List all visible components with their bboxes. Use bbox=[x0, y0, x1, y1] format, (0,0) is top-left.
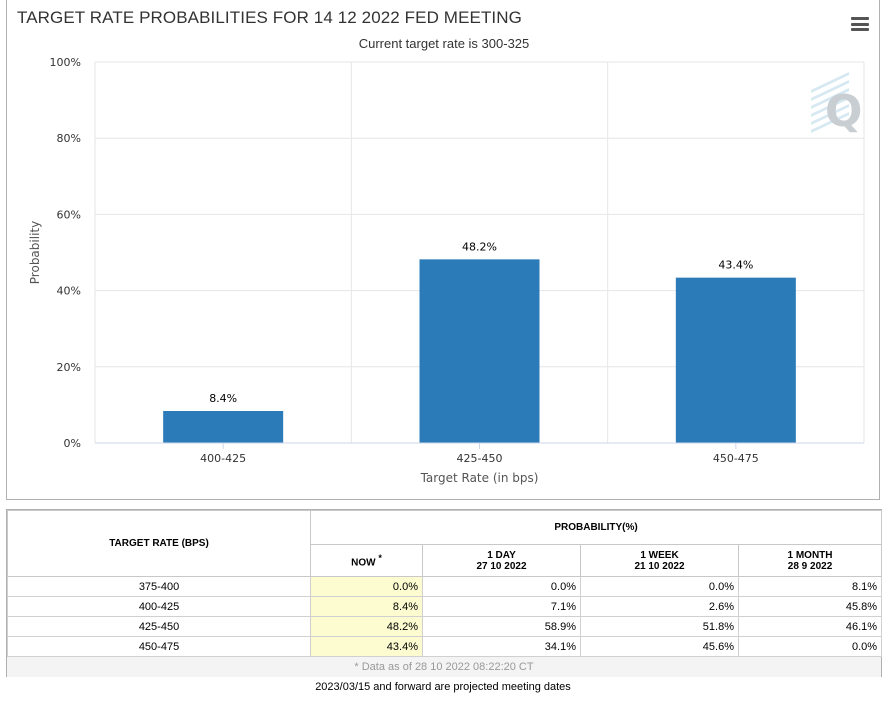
column-date: 28 9 2022 bbox=[787, 560, 833, 572]
value-cell: 0.0% bbox=[580, 576, 739, 597]
chart-subtitle: Current target rate is 300-325 bbox=[358, 36, 530, 51]
target-rate-header: TARGET RATE (BPS) bbox=[7, 510, 311, 577]
x-axis-title: Target Rate (in bps) bbox=[420, 471, 539, 485]
now-cell: 8.4% bbox=[310, 596, 423, 617]
probability-header: PROBABILITY(%) bbox=[309, 510, 883, 545]
y-tick-label: 60% bbox=[57, 208, 81, 221]
value-cell: 8.1% bbox=[737, 576, 883, 597]
column-header-1-month: 1 MONTH 28 9 2022 bbox=[737, 544, 883, 577]
column-header-now: NOW * bbox=[310, 544, 423, 577]
column-label: 1 DAY bbox=[487, 549, 516, 561]
column-label: 1 MONTH bbox=[787, 549, 833, 561]
value-cell: 45.6% bbox=[580, 636, 739, 657]
value-cell: 7.1% bbox=[422, 596, 581, 617]
rate-cell: 450-475 bbox=[7, 636, 311, 657]
column-date: 27 10 2022 bbox=[476, 560, 527, 572]
column-header-1-day: 1 DAY 27 10 2022 bbox=[422, 544, 581, 577]
data-timestamp-footnote: * Data as of 28 10 2022 08:22:20 CT bbox=[7, 657, 881, 677]
table-row: 375-400 0.0% 0.0% 0.0% 8.1% bbox=[7, 576, 883, 597]
projected-dates-note: 2023/03/15 and forward are projected mee… bbox=[315, 681, 571, 693]
value-cell: 0.0% bbox=[422, 576, 581, 597]
column-now-marker: * bbox=[378, 552, 382, 563]
hamburger-menu-icon[interactable] bbox=[851, 17, 869, 31]
column-now-label: NOW bbox=[351, 557, 376, 569]
bar bbox=[675, 277, 796, 443]
value-cell: 45.8% bbox=[737, 596, 883, 617]
column-header-1-week: 1 WEEK 21 10 2022 bbox=[580, 544, 739, 577]
table-row: 450-475 43.4% 34.1% 45.6% 0.0% bbox=[7, 636, 883, 657]
probability-table-panel: TARGET RATE (BPS) PROBABILITY(%) NOW * 1… bbox=[6, 509, 883, 677]
rate-cell: 375-400 bbox=[7, 576, 311, 597]
table-row: 425-450 48.2% 58.9% 51.8% 46.1% bbox=[7, 616, 883, 637]
value-cell: 58.9% bbox=[422, 616, 581, 637]
bar-data-label: 48.2% bbox=[462, 240, 497, 253]
q-logo-icon: Q bbox=[811, 72, 862, 137]
column-date: 21 10 2022 bbox=[634, 560, 685, 572]
value-cell: 46.1% bbox=[737, 616, 883, 637]
x-tick-label: 450-475 bbox=[713, 452, 759, 465]
y-tick-label: 0% bbox=[64, 437, 81, 450]
now-cell: 0.0% bbox=[310, 576, 423, 597]
y-tick-label: 40% bbox=[57, 285, 81, 298]
column-label: 1 WEEK bbox=[640, 549, 679, 561]
table-row: 400-425 8.4% 7.1% 2.6% 45.8% bbox=[7, 596, 883, 617]
y-tick-label: 80% bbox=[57, 132, 81, 145]
now-cell: 48.2% bbox=[310, 616, 423, 637]
y-tick-label: 20% bbox=[57, 361, 81, 374]
bar-chart: 0% 20% 40% 60% 80% 100% 8.4% 400-425 48.2% 425-45… bbox=[28, 56, 865, 485]
bar-data-label: 8.4% bbox=[209, 392, 237, 405]
chart-panel: TARGET RATE PROBABILITIES FOR 14 12 2022… bbox=[6, 0, 880, 500]
value-cell: 0.0% bbox=[737, 636, 883, 657]
y-axis-title: Probability bbox=[28, 221, 42, 284]
chart-title: TARGET RATE PROBABILITIES FOR 14 12 2022… bbox=[17, 8, 522, 27]
x-tick-label: 400-425 bbox=[200, 452, 246, 465]
bar bbox=[163, 410, 284, 443]
probability-table: TARGET RATE (BPS) PROBABILITY(%) NOW * 1… bbox=[7, 510, 883, 657]
svg-text:Q: Q bbox=[825, 86, 862, 137]
bar-data-label: 43.4% bbox=[718, 259, 753, 272]
bar bbox=[419, 259, 540, 443]
value-cell: 34.1% bbox=[422, 636, 581, 657]
now-cell: 43.4% bbox=[310, 636, 423, 657]
value-cell: 51.8% bbox=[580, 616, 739, 637]
value-cell: 2.6% bbox=[580, 596, 739, 617]
y-tick-label: 100% bbox=[50, 56, 81, 69]
x-tick-label: 425-450 bbox=[457, 452, 503, 465]
rate-cell: 425-450 bbox=[7, 616, 311, 637]
rate-cell: 400-425 bbox=[7, 596, 311, 617]
